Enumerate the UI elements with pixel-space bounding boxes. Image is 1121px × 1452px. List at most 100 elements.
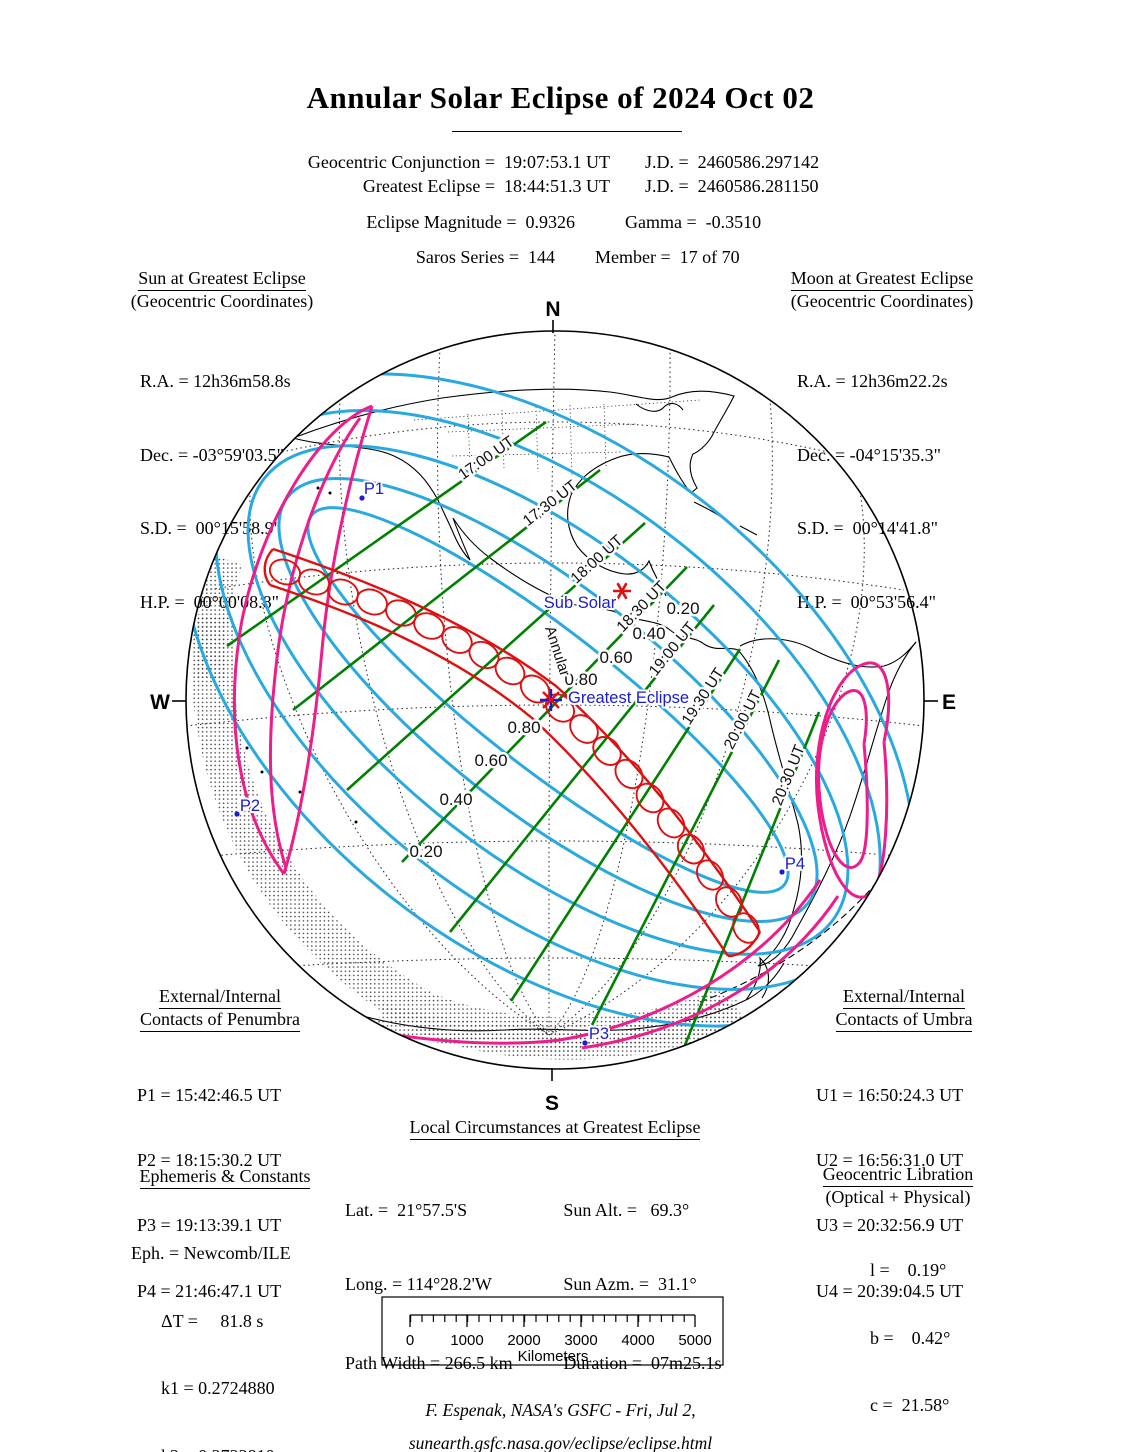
member-label: Member = <box>595 247 671 267</box>
greatest-eclipse-label: Greatest Eclipse <box>568 689 689 707</box>
penumbra-title-line1: External/Internal <box>159 986 281 1009</box>
p2-label: P2 <box>240 797 260 815</box>
annular-path-label: Annular <box>541 624 573 678</box>
greatest-jd-line: J.D. = 2460586.281150 <box>645 176 819 197</box>
state-borders <box>413 399 701 477</box>
small-islands <box>245 486 358 824</box>
k1-value: k1 = 0.2724880 <box>161 1378 275 1398</box>
greatest-eclipse-marker <box>540 689 562 711</box>
compass-east-label: E <box>942 691 956 714</box>
sun-alt-value: Sun Alt. = 69.3° <box>563 1200 690 1220</box>
conjunction-value: 19:07:53.1 UT <box>504 152 610 172</box>
jd-label-1: J.D. = <box>645 152 689 172</box>
moon-block-subtitle: (Geocentric Coordinates) <box>790 291 974 311</box>
umbra-contacts-block: External/Internal Contacts of Umbra U1 =… <box>788 986 1020 1346</box>
conjunction-jd-line: J.D. = 2460586.297142 <box>645 152 819 173</box>
p4-time: P4 = 21:46:47.1 UT <box>137 1280 282 1301</box>
moon-hp: H.P. = 00°53'56.4" <box>797 591 936 612</box>
sub-solar-marker <box>613 582 631 600</box>
gamma-label: Gamma = <box>625 212 697 232</box>
ut-label-1730: 17:30 UT <box>520 477 581 530</box>
p2-time: P2 = 18:15:30.2 UT <box>137 1149 282 1170</box>
u2-time: U2 = 16:56:31.0 UT <box>816 1149 964 1170</box>
moon-dec: Dec. = -04°15'35.3" <box>797 444 941 465</box>
saros-label: Saros Series = <box>415 247 519 267</box>
duration-value: Duration = 07m25.1s <box>563 1353 722 1373</box>
ut-label-2000: 20:00 UT <box>721 687 765 752</box>
latitude-value: Lat. = 21°57.5'S <box>345 1200 468 1220</box>
umbra-title-line1: External/Internal <box>843 986 965 1009</box>
local-title: Local Circumstances at Greatest Eclipse <box>409 1117 701 1140</box>
u1-time: U1 = 16:50:24.3 UT <box>816 1084 964 1105</box>
title-underline <box>452 131 682 132</box>
libration-b: b = 0.42° <box>870 1327 951 1348</box>
p1-label: P1 <box>364 480 384 498</box>
moon-block-title: Moon at Greatest Eclipse <box>790 268 974 291</box>
scale-tick-5000: 5000 <box>678 1332 711 1349</box>
gamma-value: -0.3510 <box>705 212 762 232</box>
penumbra-title-line2: Contacts of Penumbra <box>140 1009 300 1032</box>
conjunction-line: Geocentric Conjunction = 19:07:53.1 UT <box>135 152 610 173</box>
magnitude-value: 0.9326 <box>525 212 576 232</box>
local-circumstances-block: Local Circumstances at Greatest Eclipse … <box>345 1117 765 1376</box>
moon-block: Moon at Greatest Eclipse (Geocentric Coo… <box>737 268 1027 663</box>
libration-l: l = 0.19° <box>870 1260 947 1280</box>
magnitude-label: Eclipse Magnitude = <box>366 212 517 232</box>
sun-azm-value: Sun Azm. = 31.1° <box>563 1273 697 1294</box>
gamma-line: Gamma = -0.3510 <box>625 212 761 233</box>
magnitude-line: Eclipse Magnitude = 0.9326 <box>135 212 575 233</box>
jd-label-2: J.D. = <box>645 176 689 196</box>
mag-label-ne-080: 0.80 <box>564 670 597 689</box>
scale-bar: 0 1000 2000 3000 4000 5000 Kilometers <box>381 1296 724 1366</box>
contact-point-dots <box>234 495 785 1046</box>
footer-url: sunearth.gsfc.nasa.gov/eclipse/eclipse.h… <box>408 1433 713 1452</box>
sun-block-title: Sun at Greatest Eclipse <box>138 268 306 291</box>
sun-ra: R.A. = 12h36m58.8s <box>140 371 291 391</box>
saros-value: 144 <box>528 247 555 267</box>
jd-value-1: 2460586.297142 <box>697 152 820 172</box>
greatest-line: Greatest Eclipse = 18:44:51.3 UT <box>135 176 610 197</box>
mag-label-ne-040: 0.40 <box>632 624 665 643</box>
ephemeris-source: Eph. = Newcomb/ILE <box>131 1243 291 1263</box>
mag-label-sw-080: 0.80 <box>507 718 540 737</box>
penumbra-contacts-block: External/Internal Contacts of Penumbra P… <box>95 986 345 1346</box>
u3-time: U3 = 20:32:56.9 UT <box>816 1215 964 1236</box>
scale-tick-1000: 1000 <box>450 1332 483 1349</box>
ut-label-1700: 17:00 UT <box>455 433 517 484</box>
libration-subtitle: (Optical + Physical) <box>825 1187 971 1207</box>
libration-title: Geocentric Libration <box>822 1164 974 1187</box>
compass: N S W E <box>150 298 956 1115</box>
sun-block: Sun at Greatest Eclipse (Geocentric Coor… <box>82 268 362 663</box>
conjunction-label: Geocentric Conjunction = <box>307 152 495 172</box>
sun-sd: S.D. = 00°15'58.9" <box>140 518 281 538</box>
scale-tick-2000: 2000 <box>507 1332 540 1349</box>
ephemeris-title: Ephemeris & Constants <box>139 1166 311 1189</box>
mag-label-ne-060: 0.60 <box>599 648 632 667</box>
path-width-value: Path Width = 266.5 km <box>345 1353 513 1373</box>
footer-credit: F. Espenak, NASA's GSFC - Fri, Jul 2, <box>425 1400 696 1420</box>
mag-label-ne-020: 0.20 <box>666 599 699 618</box>
p1-time: P1 = 15:42:46.5 UT <box>137 1084 282 1105</box>
page-title: Annular Solar Eclipse of 2024 Oct 02 <box>306 80 815 115</box>
greatest-label: Greatest Eclipse = <box>362 176 495 196</box>
scale-tick-3000: 3000 <box>564 1332 597 1349</box>
scale-unit-label: Kilometers <box>518 1348 589 1365</box>
jd-value-2: 2460586.281150 <box>697 176 819 196</box>
saros-line: Saros Series = 144 <box>135 247 555 268</box>
moon-sd: S.D. = 00°14'41.8" <box>797 518 938 538</box>
member-value: 17 of 70 <box>679 247 740 267</box>
p3-time: P3 = 19:13:39.1 UT <box>137 1215 282 1236</box>
scale-tick-4000: 4000 <box>621 1332 654 1349</box>
greatest-value: 18:44:51.3 UT <box>504 176 610 196</box>
p4-label: P4 <box>785 855 805 873</box>
ephemeris-block: Ephemeris & Constants Eph. = Newcomb/ILE… <box>95 1166 355 1452</box>
globe-limb <box>185 330 925 1070</box>
sun-dec: Dec. = -03°59'03.5" <box>140 444 284 465</box>
delta-t-value: ΔT = 81.8 s <box>161 1310 264 1331</box>
member-line: Member = 17 of 70 <box>595 247 740 268</box>
compass-north-label: N <box>545 298 560 321</box>
penumbra-limit-curves <box>232 404 891 1050</box>
sub-solar-label: Sub Solar <box>544 594 617 612</box>
